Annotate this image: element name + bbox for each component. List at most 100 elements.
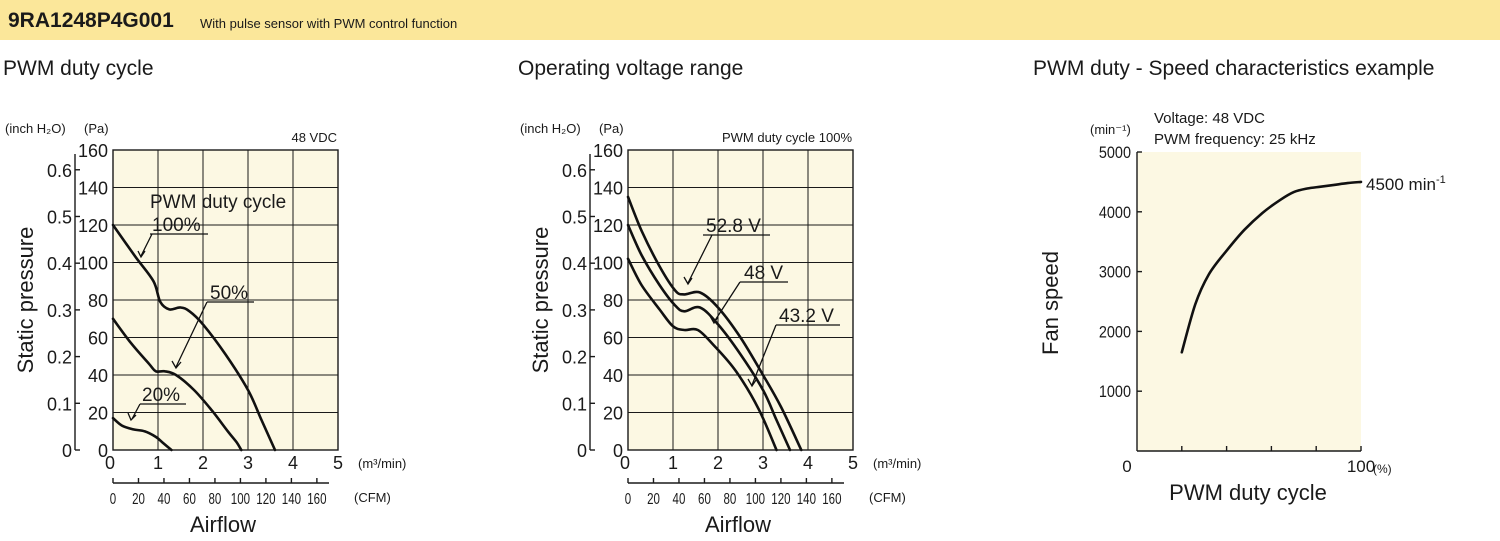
chart3-ytick-label: 2000 — [1099, 323, 1131, 341]
chart2-secondary-ytick-label: 0.4 — [562, 254, 587, 274]
chart1-secondary-xtick-label: 120 — [256, 489, 275, 507]
chart2-secondary-xtick-label: 100 — [746, 489, 765, 507]
chart2-series-curve — [626, 195, 803, 452]
chart2-secondary-xtick-label: 80 — [724, 489, 737, 507]
chart2-xtick-label: 4 — [803, 453, 813, 473]
chart1-ytick-label: 120 — [78, 216, 108, 236]
chart2-ytick-label: 120 — [593, 216, 623, 236]
chart1-secondary-xtick-label: 40 — [158, 489, 171, 507]
chart2-xtick-label: 2 — [713, 453, 723, 473]
chart1-xtick-label: 2 — [198, 453, 208, 473]
chart3-xtick-label: 0 — [1122, 457, 1131, 476]
chart1-ytick-label: 20 — [88, 404, 108, 424]
chart2-secondary-ytick-label: 0.5 — [562, 207, 587, 227]
chart1-series-leader — [127, 403, 186, 422]
chart1-ytick-label: 60 — [88, 329, 108, 349]
chart1-ytick-label: 160 — [78, 141, 108, 161]
chart3-title: PWM duty - Speed characteristics example — [1033, 57, 1435, 80]
chart1-ytick-label: 140 — [78, 179, 108, 199]
chart1-series-label: 20% — [142, 385, 180, 406]
header-banner: 9RA1248P4G001 With pulse sensor with PWM… — [0, 0, 1500, 40]
chart1-secondary-xtick-label: 140 — [282, 489, 301, 507]
chart1-secondary-ytick-label: 0.5 — [47, 207, 72, 227]
chart3-end-label: 4500 min-1 — [1366, 174, 1446, 194]
chart2-series-label: 48 V — [744, 263, 783, 284]
chart3-plot-area — [1137, 152, 1361, 451]
chart2-series-leader — [709, 281, 788, 325]
chart1-secondary-ytick-label: 0 — [62, 441, 72, 461]
chart2-secondary-xtick-label: 140 — [797, 489, 816, 507]
chart1-y-unit-secondary: (inch H₂O) — [5, 121, 66, 136]
chart1-secondary-ytick-label: 0.2 — [47, 348, 72, 368]
chart2-ytick-label: 80 — [603, 291, 623, 311]
chart1-series-leader — [171, 301, 254, 370]
chart2-ylabel: Static pressure — [528, 227, 553, 374]
chart1-secondary-xtick-label: 100 — [231, 489, 250, 507]
chart1-secondary-xtick-label: 20 — [132, 489, 145, 507]
chart2-secondary-xtick-label: 60 — [698, 489, 711, 507]
chart2-ytick-label: 40 — [603, 366, 623, 386]
chart2-y-unit-secondary: (inch H₂O) — [520, 121, 581, 136]
chart1-secondary-xtick-label: 0 — [110, 489, 117, 507]
chart2-condition: PWM duty cycle 100% — [722, 130, 852, 145]
chart1-legend-title: PWM duty cycle — [150, 192, 286, 213]
chart1-xtick-label: 1 — [153, 453, 163, 473]
chart1-title: PWM duty cycle — [3, 57, 154, 80]
chart1-condition: 48 VDC — [291, 130, 337, 145]
chart2-y-unit: (Pa) — [599, 121, 624, 136]
chart2-secondary-xtick-label: 160 — [822, 489, 841, 507]
chart3-y-unit: (min⁻¹) — [1090, 122, 1131, 137]
model-description: With pulse sensor with PWM control funct… — [200, 16, 458, 31]
chart2-secondary-xtick-label: 40 — [673, 489, 686, 507]
chart1-series-curve — [111, 223, 277, 452]
chart2-series-leader — [683, 234, 770, 286]
chart1-xtick-label: 0 — [105, 453, 115, 473]
chart1-y-unit: (Pa) — [84, 121, 109, 136]
chart1-ytick-label: 0 — [98, 441, 108, 461]
chart2-x-unit: (m³/min) — [873, 456, 921, 471]
chart1-xtick-label: 3 — [243, 453, 253, 473]
chart2-series-leader — [747, 324, 840, 388]
chart2-secondary-xtick-label: 0 — [625, 489, 632, 507]
chart3-x-unit: (%) — [1373, 462, 1392, 476]
chart3-ytick-label: 5000 — [1099, 144, 1131, 162]
chart2-ytick-label: 20 — [603, 404, 623, 424]
chart1-series-leader — [137, 233, 208, 259]
chart1-ytick-label: 100 — [78, 254, 108, 274]
chart2-ytick-label: 160 — [593, 141, 623, 161]
chart2-secondary-ytick-label: 0.3 — [562, 301, 587, 321]
chart1-secondary-xtick-label: 60 — [183, 489, 196, 507]
chart1-x-unit-secondary: (CFM) — [354, 490, 391, 505]
chart2-secondary-ytick-label: 0.2 — [562, 348, 587, 368]
chart1-secondary-ytick-label: 0.4 — [47, 254, 72, 274]
chart1-secondary-ytick-label: 0.1 — [47, 394, 72, 414]
chart1-ylabel: Static pressure — [13, 227, 38, 374]
chart3-ytick-label: 3000 — [1099, 264, 1131, 282]
chart2-title: Operating voltage range — [518, 57, 744, 80]
chart2-ytick-label: 140 — [593, 179, 623, 199]
chart1-ytick-label: 40 — [88, 366, 108, 386]
chart1-secondary-xtick-label: 80 — [209, 489, 222, 507]
model-number: 9RA1248P4G001 — [8, 9, 174, 32]
chart2-x-unit-secondary: (CFM) — [869, 490, 906, 505]
chart2-ytick-label: 60 — [603, 329, 623, 349]
chart2-secondary-xtick-label: 20 — [647, 489, 660, 507]
chart1-xlabel: Airflow — [190, 512, 256, 537]
chart3-ytick-label: 4000 — [1099, 204, 1131, 222]
chart3-condition-frequency: PWM frequency: 25 kHz — [1154, 131, 1316, 148]
chart3-ytick-label: 1000 — [1099, 383, 1131, 401]
chart2-xtick-label: 0 — [620, 453, 630, 473]
chart1-xtick-label: 4 — [288, 453, 298, 473]
chart1-xtick-label: 5 — [333, 453, 343, 473]
chart2-ytick-label: 100 — [593, 254, 623, 274]
chart1-x-unit: (m³/min) — [358, 456, 406, 471]
chart2-frame — [627, 149, 854, 451]
chart2-secondary-xtick-label: 120 — [771, 489, 790, 507]
chart3-condition-voltage: Voltage: 48 VDC — [1154, 110, 1265, 127]
chart2-secondary-ytick-label: 0 — [577, 441, 587, 461]
chart3-series-curve — [1180, 180, 1363, 354]
chart2-secondary-ytick-label: 0.1 — [562, 394, 587, 414]
chart2-xtick-label: 5 — [848, 453, 858, 473]
chart2-secondary-ytick-label: 0.6 — [562, 161, 587, 181]
